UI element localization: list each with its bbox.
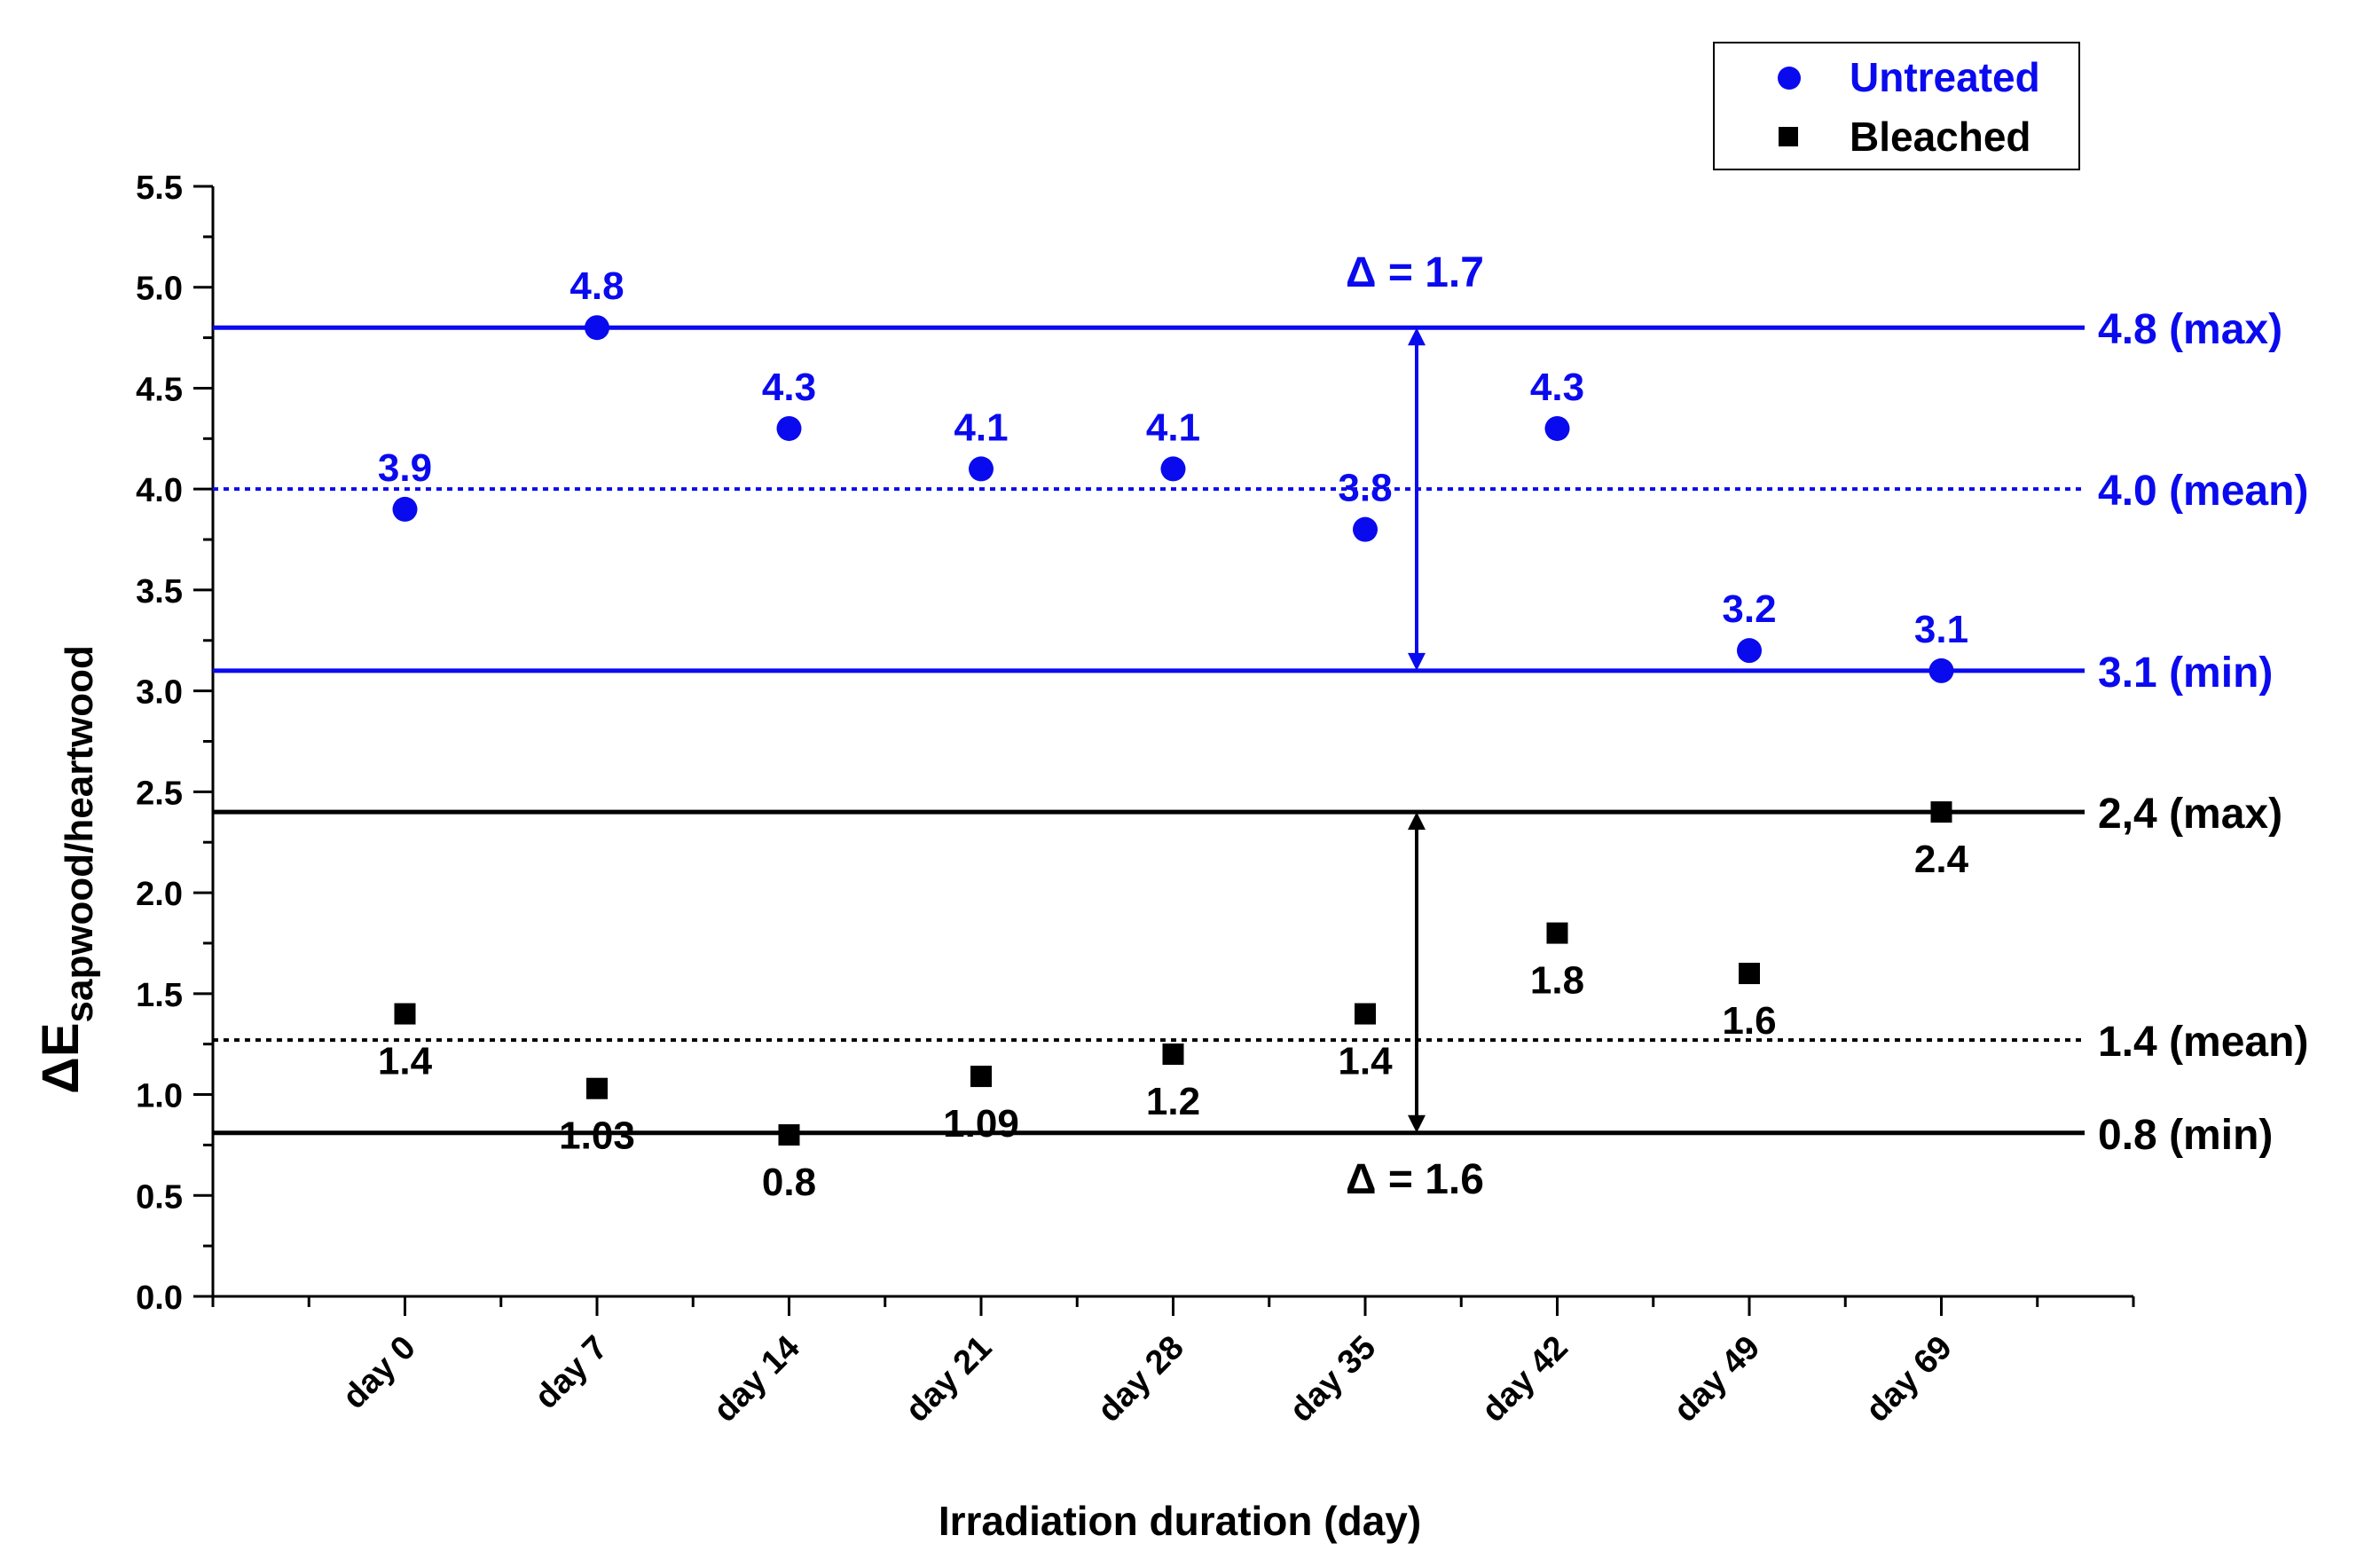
point-bleached — [778, 1124, 800, 1146]
point-untreated — [585, 315, 609, 341]
reference-line-label: 3.1 (min) — [2098, 650, 2273, 697]
point-bleached — [970, 1066, 992, 1088]
data-label-bleached: 2.4 — [1914, 838, 1969, 881]
data-label-bleached: 1.8 — [1530, 959, 1584, 1003]
legend-box — [1713, 42, 2080, 170]
point-bleached — [394, 1003, 416, 1025]
point-bleached — [586, 1077, 608, 1099]
point-untreated — [1928, 658, 1954, 683]
range-arrow-head-up — [1408, 812, 1426, 831]
x-tick-label: day 49 — [1667, 1329, 1767, 1429]
range-arrow-head-down — [1408, 1114, 1426, 1133]
data-marks: 3.9 4.8 4.3 4.1 4.1 3.8 4.3 3.2 3.1 1.4 1.03 0.8 1.0… — [378, 264, 1969, 1204]
data-label-untreated: 4.1 — [1146, 406, 1200, 449]
point-untreated — [776, 415, 802, 441]
y-tick-label: 2.5 — [136, 775, 183, 812]
reference-line-label: 4.0 (mean) — [2098, 468, 2308, 515]
axes: 0.0 0.5 1.0 1.5 2.0 2.5 3.0 3.5 4.0 4.5 5.0 5.5 day … — [136, 169, 2135, 1429]
y-tick-label: 0.0 — [136, 1280, 183, 1317]
data-label-bleached: 1.09 — [943, 1102, 1019, 1146]
x-tick-label: day 0 — [335, 1329, 422, 1416]
point-untreated — [1737, 638, 1762, 664]
range-annotations: Δ = 1.7 Δ = 1.6 — [1346, 249, 1484, 1203]
x-tick-label: day 69 — [1859, 1329, 1960, 1429]
range-arrow-head-up — [1408, 327, 1426, 346]
point-untreated — [969, 456, 994, 482]
range-arrow-head-down — [1408, 652, 1426, 671]
legend: Untreated Bleached — [1713, 42, 2080, 170]
x-tick-label: day 7 — [528, 1329, 615, 1416]
data-label-untreated: 4.1 — [954, 406, 1008, 449]
legend-label-untreated: Untreated — [1850, 54, 2040, 100]
legend-label-bleached: Bleached — [1850, 114, 2031, 160]
range-delta-label: Δ = 1.6 — [1346, 1156, 1484, 1203]
reference-line-label: 4.8 (max) — [2098, 306, 2282, 353]
data-label-untreated: 4.8 — [569, 264, 624, 308]
x-tick-label: day 14 — [707, 1329, 807, 1429]
y-axis-title-main: ΔE — [32, 1022, 90, 1093]
data-label-untreated: 3.2 — [1722, 587, 1776, 631]
range-delta-label: Δ = 1.7 — [1346, 249, 1484, 296]
point-bleached — [1930, 801, 1952, 823]
y-axis-title: ΔEsapwood/heartwood — [32, 645, 101, 1094]
data-label-untreated: 3.1 — [1914, 608, 1968, 651]
point-untreated — [1353, 516, 1378, 542]
data-label-bleached: 1.2 — [1146, 1080, 1200, 1123]
legend-marker-untreated — [1778, 67, 1801, 90]
y-tick-label: 0.5 — [136, 1178, 183, 1216]
point-untreated — [1544, 415, 1570, 441]
point-untreated — [1160, 456, 1186, 482]
y-tick-label: 2.0 — [136, 876, 183, 913]
x-axis-title: Irradiation duration (day) — [939, 1498, 1421, 1544]
data-label-bleached: 1.03 — [559, 1114, 635, 1158]
point-bleached — [1162, 1043, 1184, 1066]
data-label-untreated: 3.8 — [1338, 467, 1392, 510]
point-bleached — [1739, 963, 1760, 985]
y-tick-label: 1.0 — [136, 1078, 183, 1115]
point-bleached — [1355, 1003, 1376, 1025]
y-axis-title-subscript: sapwood/heartwood — [58, 645, 101, 1022]
data-label-untreated: 4.3 — [1530, 366, 1584, 409]
data-label-bleached: 1.6 — [1722, 999, 1776, 1043]
y-tick-label: 4.5 — [136, 371, 183, 408]
reference-line-label: 0.8 (min) — [2098, 1112, 2273, 1159]
x-tick-label: day 35 — [1283, 1329, 1383, 1429]
x-tick-label: day 42 — [1475, 1329, 1575, 1429]
legend-marker-bleached — [1779, 127, 1798, 146]
y-tick-label: 5.0 — [136, 271, 183, 308]
y-tick-label: 5.5 — [136, 169, 183, 207]
reference-line-label: 1.4 (mean) — [2098, 1019, 2308, 1066]
data-label-untreated: 3.9 — [378, 446, 432, 490]
reference-line-label: 2,4 (max) — [2098, 791, 2282, 838]
reference-lines: 4.8 (max) 4.0 (mean) 3.1 (min) 2,4 (max) 1.4… — [213, 306, 2308, 1159]
point-bleached — [1546, 922, 1568, 944]
y-tick-label: 3.0 — [136, 674, 183, 712]
y-tick-label: 4.0 — [136, 472, 183, 509]
point-untreated — [392, 496, 418, 522]
data-label-bleached: 0.8 — [762, 1161, 816, 1204]
data-label-bleached: 1.4 — [1338, 1040, 1393, 1083]
x-tick-label: day 28 — [1091, 1329, 1191, 1429]
data-label-untreated: 4.3 — [762, 366, 816, 409]
y-tick-label: 3.5 — [136, 573, 183, 610]
y-tick-label: 1.5 — [136, 977, 183, 1014]
x-tick-label: day 21 — [899, 1329, 999, 1429]
data-label-bleached: 1.4 — [378, 1040, 433, 1083]
